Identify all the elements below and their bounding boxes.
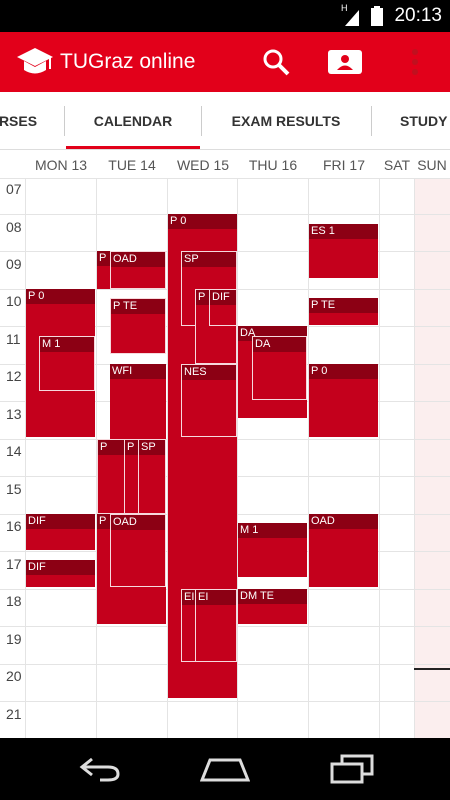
event-label: DIF — [26, 514, 95, 529]
day-divider — [237, 178, 238, 738]
day-divider — [167, 178, 168, 738]
network-type-label: H — [341, 3, 348, 13]
tab-study[interactable]: STUDY — [400, 113, 448, 129]
tab-calendar-indicator — [66, 146, 200, 149]
event-label: SP — [139, 440, 165, 455]
hour-label: 13 — [6, 406, 22, 422]
day-divider — [414, 178, 415, 738]
tab-divider — [64, 106, 65, 136]
event-label: OAD — [111, 515, 165, 530]
calendar-event[interactable]: DIF — [26, 560, 95, 587]
event-label: M 1 — [238, 523, 307, 538]
day-divider — [25, 178, 26, 738]
calendar-event[interactable]: P TE — [110, 298, 166, 354]
calendar-event[interactable]: DIF — [209, 289, 237, 326]
calendar-event[interactable]: OAD — [309, 514, 378, 587]
recent-apps-icon[interactable] — [330, 754, 374, 784]
home-icon[interactable] — [200, 758, 250, 782]
hour-label: 19 — [6, 631, 22, 647]
day-label-sat: SAT — [383, 157, 411, 173]
hour-label: 12 — [6, 368, 22, 384]
hour-label: 10 — [6, 293, 22, 309]
event-label: P TE — [111, 299, 165, 314]
hour-label: 08 — [6, 219, 22, 235]
hour-label: 07 — [6, 181, 22, 197]
signal-icon — [345, 10, 359, 26]
event-label: EI — [196, 590, 236, 605]
sunday-column — [414, 178, 450, 738]
current-time-line — [414, 668, 450, 670]
day-label-wed: WED 15 — [176, 157, 230, 173]
hour-label: 20 — [6, 668, 22, 684]
calendar-event[interactable]: SP — [138, 439, 166, 514]
day-divider — [96, 178, 97, 738]
calendar-event[interactable]: DIF — [26, 514, 95, 550]
tab-courses[interactable]: RSES — [0, 113, 38, 129]
event-label: NES — [182, 365, 236, 380]
hour-label: 16 — [6, 518, 22, 534]
event-label: P 0 — [309, 364, 378, 379]
event-label: WFI — [110, 364, 166, 379]
day-divider — [379, 178, 380, 738]
profile-card-icon[interactable] — [328, 50, 362, 74]
calendar-event[interactable]: OAD — [110, 514, 166, 587]
calendar-event[interactable]: DM TE — [238, 589, 307, 624]
calendar-event[interactable]: DA — [252, 336, 307, 400]
tab-exam-results[interactable]: EXAM RESULTS — [231, 113, 341, 129]
app-bar: TUGraz online — [0, 32, 450, 92]
calendar-event[interactable]: P 0 — [309, 364, 378, 437]
event-label: OAD — [309, 514, 378, 529]
calendar-event[interactable]: ES 1 — [309, 224, 378, 278]
event-label: DIF — [210, 290, 236, 305]
navigation-bar — [0, 738, 450, 800]
hour-label: 18 — [6, 593, 22, 609]
hour-label: 17 — [6, 556, 22, 572]
status-clock: 20:13 — [394, 5, 442, 26]
tab-divider — [201, 106, 202, 136]
day-label-sun: SUN — [417, 157, 447, 173]
event-label: DA — [253, 337, 306, 352]
battery-icon — [371, 6, 383, 26]
calendar-event[interactable]: P TE — [309, 298, 378, 325]
graduation-cap-icon[interactable] — [16, 46, 54, 78]
tab-divider — [371, 106, 372, 136]
day-label-mon: MON 13 — [34, 157, 88, 173]
hour-label: 11 — [6, 331, 21, 347]
event-label: DM TE — [238, 589, 307, 604]
calendar-grid[interactable]: 07 08 09 10 11 12 13 14 15 16 17 18 19 2… — [0, 178, 450, 738]
day-label-fri: FRI 17 — [322, 157, 365, 173]
event-label: P 0 — [168, 214, 237, 229]
hour-line — [0, 178, 450, 179]
hour-label: 09 — [6, 256, 22, 272]
app-title: TUGraz online — [60, 50, 196, 73]
day-header: MON 13 TUE 14 WED 15 THU 16 FRI 17 SAT S… — [0, 150, 450, 178]
event-label: M 1 — [40, 337, 94, 352]
status-bar: H 20:13 — [0, 0, 450, 32]
search-icon[interactable] — [262, 48, 290, 76]
calendar-event[interactable]: M 1 — [238, 523, 307, 577]
hour-line — [0, 701, 450, 702]
hour-label: 21 — [6, 706, 22, 722]
event-label: DIF — [26, 560, 95, 575]
day-label-tue: TUE 14 — [108, 157, 156, 173]
day-label-thu: THU 16 — [248, 157, 298, 173]
event-label: P TE — [309, 298, 378, 313]
calendar-event[interactable]: M 1 — [39, 336, 95, 391]
tab-bar: RSES CALENDAR EXAM RESULTS STUDY — [0, 92, 450, 150]
event-label: OAD — [111, 252, 165, 267]
day-divider — [308, 178, 309, 738]
calendar-event[interactable]: NES — [181, 364, 237, 437]
event-label: P 0 — [26, 289, 95, 304]
event-label: SP — [182, 252, 236, 267]
tab-calendar[interactable]: CALENDAR — [93, 113, 173, 129]
hour-label: 15 — [6, 481, 22, 497]
calendar-event[interactable]: EI — [195, 589, 237, 662]
event-label: ES 1 — [309, 224, 378, 239]
hour-label: 14 — [6, 443, 22, 459]
back-icon[interactable] — [78, 756, 122, 782]
calendar-event[interactable]: OAD — [110, 251, 166, 289]
overflow-menu-icon[interactable] — [411, 48, 419, 76]
